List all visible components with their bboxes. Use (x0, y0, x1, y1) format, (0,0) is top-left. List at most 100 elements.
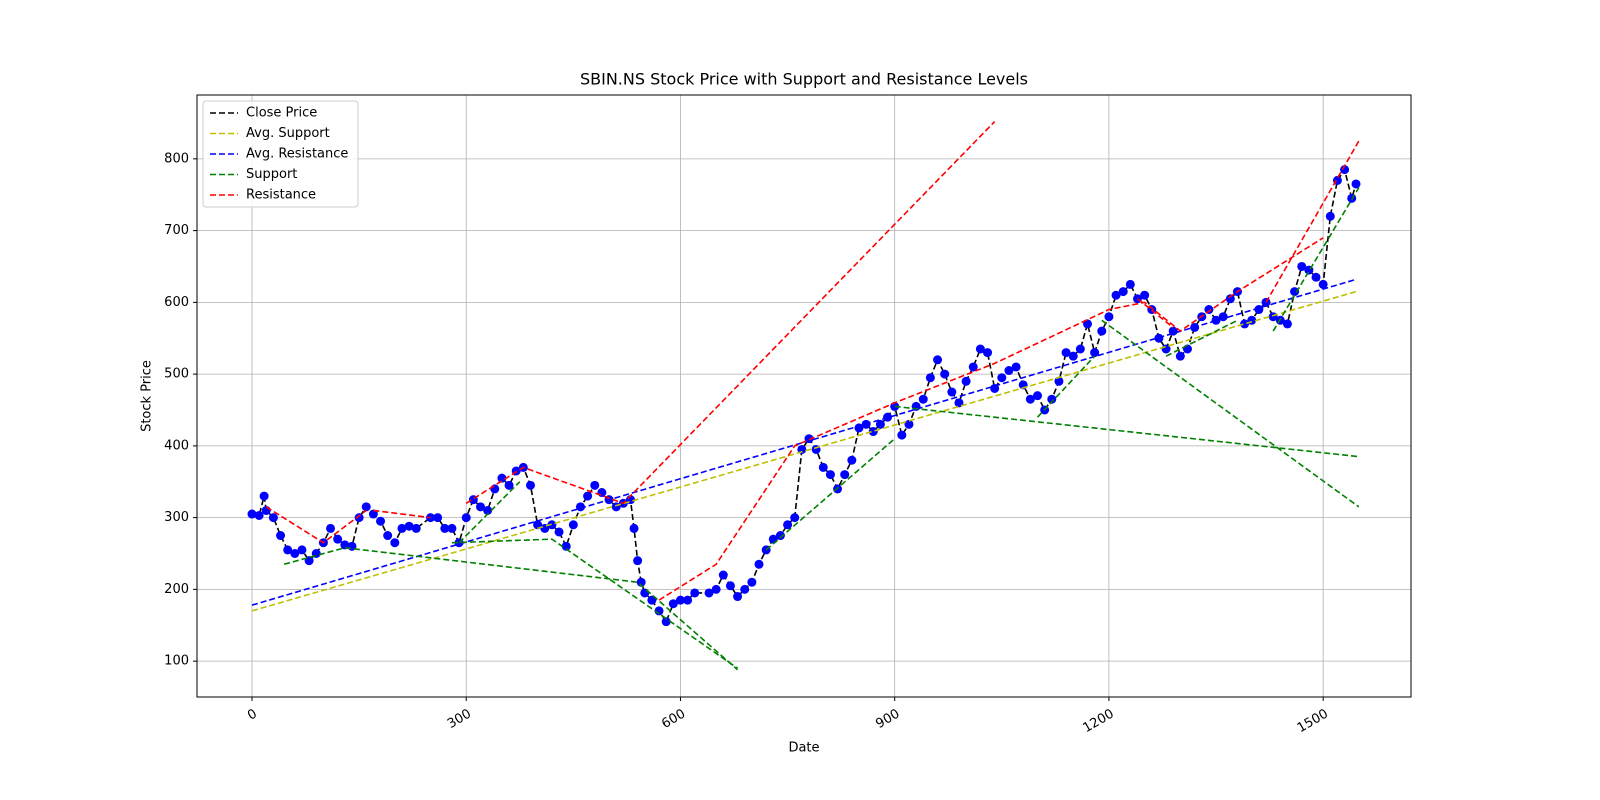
data-point (447, 523, 457, 533)
data-point (461, 513, 471, 523)
data-point (490, 484, 500, 494)
data-point (411, 523, 421, 533)
data-point (747, 577, 757, 587)
data-point (825, 470, 835, 480)
series-line (1265, 140, 1360, 303)
data-point (1240, 319, 1250, 329)
data-point (683, 595, 693, 605)
data-point (725, 581, 735, 591)
data-point (247, 509, 257, 519)
series-line (465, 120, 996, 505)
data-point (636, 577, 646, 587)
data-point (740, 584, 750, 594)
data-point (925, 373, 935, 383)
series-line (894, 405, 1359, 458)
data-point (947, 387, 957, 397)
data-point (390, 538, 400, 548)
data-point (547, 520, 557, 530)
series-line (1101, 319, 1360, 508)
x-tick-label: 900 (873, 707, 902, 732)
series-line (373, 509, 431, 519)
data-point (1211, 315, 1221, 325)
data-point (1140, 290, 1150, 300)
data-point (597, 488, 607, 498)
series-line (458, 481, 521, 544)
series-line (451, 538, 739, 669)
y-tick-label: 700 (164, 223, 189, 238)
data-point (1125, 279, 1135, 289)
data-point (1254, 305, 1264, 315)
data-point (1297, 261, 1307, 271)
data-point (647, 595, 657, 605)
data-point (1068, 351, 1078, 361)
y-tick-label: 500 (164, 367, 189, 382)
y-tick-label: 400 (164, 438, 189, 453)
data-point (654, 606, 664, 616)
data-point (990, 383, 1000, 393)
data-point (718, 570, 728, 580)
data-point (1290, 287, 1300, 297)
data-point (633, 556, 643, 566)
data-point (568, 520, 578, 530)
data-point (259, 491, 269, 501)
data-point (333, 534, 343, 544)
data-point (1282, 319, 1292, 329)
data-point (326, 523, 336, 533)
series-line (283, 546, 739, 671)
data-point (1340, 165, 1350, 175)
x-tick-label: 600 (659, 707, 688, 732)
data-point (1325, 211, 1335, 221)
series-line (1136, 298, 1174, 329)
data-point (383, 531, 393, 541)
data-point (504, 480, 514, 490)
data-point (668, 599, 678, 609)
data-point (754, 559, 764, 569)
data-point (554, 527, 564, 537)
data-point (1004, 366, 1014, 376)
data-point (1204, 305, 1214, 315)
data-point (818, 462, 828, 472)
series-line (251, 278, 1357, 606)
data-point (368, 509, 378, 519)
data-point (483, 505, 493, 515)
data-point (897, 430, 907, 440)
data-point (783, 520, 793, 530)
series-line (658, 237, 1324, 601)
data-point (661, 617, 671, 627)
data-point (918, 394, 928, 404)
data-point (961, 376, 971, 386)
data-point (640, 588, 650, 598)
data-point (1311, 272, 1321, 282)
data-point (868, 427, 878, 437)
data-point (397, 523, 407, 533)
data-point (704, 588, 714, 598)
y-tick-label: 600 (164, 295, 189, 310)
data-point (583, 491, 593, 501)
data-point (497, 473, 507, 483)
data-point (1075, 344, 1085, 354)
y-tick-label: 100 (164, 654, 189, 669)
data-point (361, 502, 371, 512)
legend-label: Avg. Support (246, 126, 330, 141)
data-point (1061, 348, 1071, 358)
data-point (1033, 391, 1043, 401)
data-point (340, 540, 350, 550)
data-point (1011, 362, 1021, 372)
legend-label: Resistance (246, 188, 316, 203)
data-point (983, 348, 993, 358)
data-point (1225, 294, 1235, 304)
y-tick-label: 800 (164, 151, 189, 166)
y-axis-label: Stock Price (140, 360, 155, 432)
data-point (376, 516, 386, 526)
data-point (268, 513, 278, 523)
data-point (525, 480, 535, 490)
data-point (711, 584, 721, 594)
data-point (1054, 376, 1064, 386)
data-point (840, 470, 850, 480)
y-tick-label: 300 (164, 510, 189, 525)
legend-label: Close Price (246, 106, 317, 121)
data-point (690, 588, 700, 598)
x-axis-label: Date (788, 741, 819, 756)
chart-title: SBIN.NS Stock Price with Support and Res… (580, 70, 1028, 89)
